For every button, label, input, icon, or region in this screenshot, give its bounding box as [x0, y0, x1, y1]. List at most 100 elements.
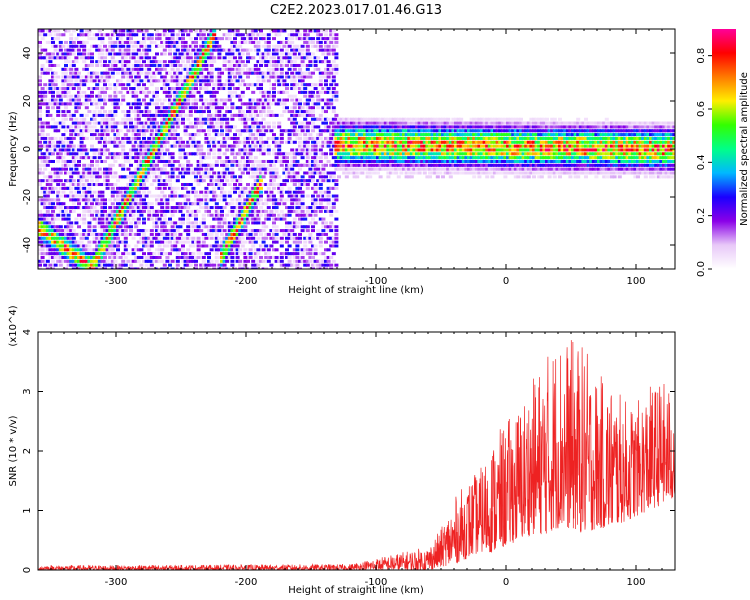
heatmap-cell	[326, 125, 331, 129]
heatmap-cell	[40, 202, 45, 206]
heatmap-cell	[222, 229, 227, 233]
heatmap-cell	[272, 44, 276, 48]
heatmap-cell	[147, 63, 152, 67]
heatmap-cell	[264, 121, 269, 125]
heatmap-cell	[181, 252, 185, 256]
heatmap-cell	[162, 167, 167, 171]
heatmap-cell	[238, 113, 243, 117]
heatmap-cell	[173, 229, 178, 233]
heatmap-cell	[48, 183, 53, 187]
heatmap-cell	[38, 44, 42, 48]
heatmap-cell	[300, 217, 305, 221]
heatmap-cell	[214, 244, 219, 248]
heatmap-cell	[363, 125, 367, 129]
heatmap-cell	[134, 44, 139, 48]
heatmap-cell	[139, 113, 144, 117]
heatmap-cell	[123, 217, 128, 221]
heatmap-cell	[256, 252, 261, 256]
heatmap-cell	[316, 98, 321, 102]
heatmap-cell	[66, 186, 71, 190]
heatmap-cell	[313, 44, 318, 48]
heatmap-cell	[110, 194, 115, 198]
heatmap-cell	[357, 159, 362, 163]
heatmap-cell	[162, 186, 167, 190]
heatmap-cell	[292, 94, 297, 98]
heatmap-cell	[170, 198, 175, 202]
heatmap-cell	[71, 206, 76, 210]
heatmap-cell	[64, 159, 68, 163]
heatmap-cell	[149, 236, 154, 240]
heatmap-cell	[259, 175, 263, 179]
heatmap-cell	[165, 125, 170, 129]
heatmap-cell	[165, 121, 170, 125]
heatmap-cell	[38, 79, 42, 83]
heatmap-cell	[126, 67, 131, 71]
heatmap-cell	[175, 229, 180, 233]
heatmap-cell	[308, 221, 313, 225]
heatmap-cell	[191, 255, 196, 259]
heatmap-cell	[194, 225, 198, 229]
heatmap-cell	[38, 140, 42, 144]
heatmap-cell	[248, 125, 253, 129]
heatmap-cell	[178, 194, 183, 198]
heatmap-cell	[269, 244, 274, 248]
heatmap-cell	[175, 255, 180, 259]
heatmap-cell	[194, 56, 198, 60]
heatmap-cell	[196, 140, 201, 144]
heatmap-cell	[142, 259, 146, 263]
heatmap-cell	[82, 90, 87, 94]
heatmap-cell	[61, 156, 66, 160]
heatmap-cell	[230, 90, 235, 94]
heatmap-cell	[126, 110, 131, 114]
heatmap-cell	[201, 60, 206, 64]
heatmap-cell	[155, 87, 159, 91]
heatmap-cell	[233, 186, 237, 190]
heatmap-cell	[259, 213, 263, 217]
heatmap-cell	[90, 129, 94, 133]
heatmap-cell	[251, 240, 256, 244]
heatmap-cell	[248, 98, 253, 102]
heatmap-cell	[240, 221, 245, 225]
heatmap-cell	[113, 267, 118, 269]
heatmap-cell	[329, 33, 334, 37]
heatmap-cell	[305, 56, 310, 60]
heatmap-cell	[116, 60, 120, 64]
heatmap-cell	[152, 56, 157, 60]
heatmap-cell	[350, 129, 354, 133]
heatmap-cell	[277, 217, 282, 221]
heatmap-cell	[123, 113, 128, 117]
heatmap-cell	[298, 209, 302, 213]
heatmap-cell	[217, 156, 222, 160]
heatmap-cell	[246, 87, 250, 91]
heatmap-cell	[300, 60, 305, 64]
heatmap-cell	[51, 206, 55, 210]
heatmap-cell	[126, 29, 131, 33]
heatmap-cell	[40, 221, 45, 225]
heatmap-cell	[256, 40, 261, 44]
heatmap-cell	[238, 110, 243, 114]
heatmap-cell	[331, 225, 336, 229]
heatmap-cell	[287, 232, 292, 236]
heatmap-cell	[376, 133, 380, 137]
heatmap-cell	[227, 63, 232, 67]
heatmap-cell	[259, 148, 263, 152]
heatmap-cell	[240, 148, 245, 152]
heatmap-cell	[199, 110, 204, 114]
heatmap-cell	[71, 148, 76, 152]
heatmap-cell	[318, 259, 323, 263]
heatmap-cell	[298, 90, 302, 94]
heatmap-cell	[181, 121, 185, 125]
heatmap-cell	[134, 67, 139, 71]
heatmap-cell	[282, 106, 287, 110]
heatmap-cell	[58, 48, 63, 52]
heatmap-cell	[173, 248, 178, 252]
heatmap-cell	[290, 229, 295, 233]
heatmap-cell	[256, 60, 261, 64]
heatmap-cell	[298, 240, 302, 244]
heatmap-cell	[121, 156, 126, 160]
heatmap-cell	[53, 229, 58, 233]
heatmap-cell	[298, 236, 302, 240]
heatmap-cell	[214, 125, 219, 129]
heatmap-cell	[261, 202, 266, 206]
heatmap-cell	[370, 148, 375, 152]
